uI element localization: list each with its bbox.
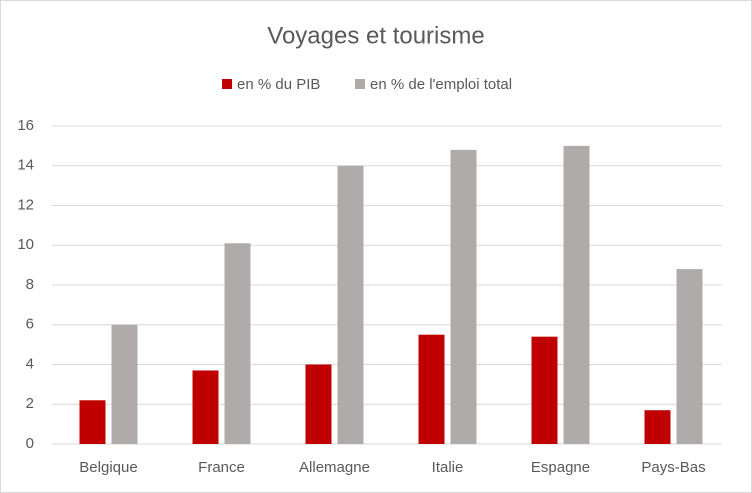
y-tick-label: 2 xyxy=(26,395,34,412)
bar xyxy=(644,410,671,444)
y-tick-label: 8 xyxy=(26,276,34,293)
x-tick-label: Allemagne xyxy=(299,459,370,476)
y-tick-label: 14 xyxy=(17,157,34,174)
chart-title: Voyages et tourisme xyxy=(267,22,484,49)
y-tick-label: 10 xyxy=(17,236,34,253)
y-tick-label: 6 xyxy=(26,316,34,333)
bar xyxy=(192,370,219,444)
bar xyxy=(79,400,106,444)
bar xyxy=(305,364,332,444)
bar xyxy=(676,269,703,444)
y-tick-label: 16 xyxy=(17,117,34,134)
legend-label: en % du PIB xyxy=(237,76,320,93)
x-tick-label: Belgique xyxy=(79,459,137,476)
x-tick-label: Italie xyxy=(432,459,464,476)
x-tick-label: Pays-Bas xyxy=(641,459,705,476)
bar xyxy=(450,149,477,444)
y-tick-label: 12 xyxy=(17,196,34,213)
bar xyxy=(531,336,558,444)
legend-swatch xyxy=(355,79,365,89)
y-tick-label: 0 xyxy=(26,435,34,452)
bar xyxy=(111,324,138,444)
legend-label: en % de l'emploi total xyxy=(370,76,512,93)
legend-swatch xyxy=(222,79,232,89)
bar xyxy=(224,243,251,444)
y-tick-label: 4 xyxy=(26,355,34,372)
x-tick-label: France xyxy=(198,459,245,476)
x-tick-label: Espagne xyxy=(531,459,590,476)
bar xyxy=(337,165,364,444)
bar xyxy=(563,145,590,444)
bar xyxy=(418,334,445,444)
